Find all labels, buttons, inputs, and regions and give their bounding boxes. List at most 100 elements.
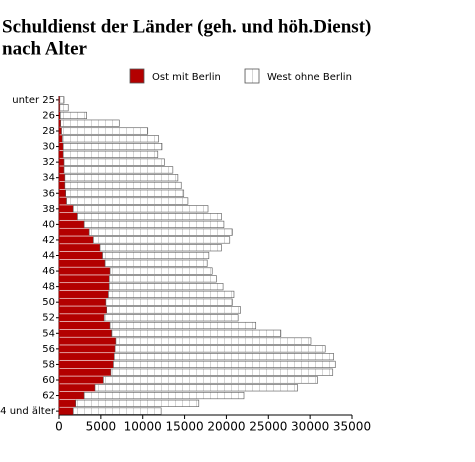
y-tick-label: 26: [42, 110, 55, 121]
bar-segment: [58, 376, 104, 384]
bar-segment: [58, 135, 63, 143]
bar-segment: [94, 384, 298, 392]
bar-segment: [64, 174, 179, 182]
bar-segment: [58, 407, 74, 415]
bar-segment: [58, 391, 85, 400]
x-tick-label: 15000: [165, 420, 203, 434]
y-tick-label: 28: [42, 126, 55, 137]
bar-segment: [58, 290, 109, 298]
bar-segment: [61, 127, 149, 135]
bar-segment: [58, 244, 101, 252]
y-tick-label: 58: [42, 359, 55, 370]
bar-segment: [111, 329, 282, 337]
x-tick-label: 5000: [86, 420, 117, 434]
bar-segment: [58, 321, 111, 330]
bar-segment: [58, 306, 108, 314]
legend-label: Ost mit Berlin: [152, 72, 221, 83]
bar-segment: [58, 298, 107, 306]
bar-segment: [88, 228, 233, 236]
bar-segment: [58, 384, 96, 392]
bar-segment: [58, 360, 114, 368]
x-tick-label: 20000: [207, 420, 245, 434]
bar-segment: [58, 353, 115, 361]
y-tick-label: 34: [42, 173, 55, 184]
bar-segment: [77, 213, 222, 221]
y-tick-label: 54: [42, 328, 55, 339]
y-tick-label: 46: [42, 266, 55, 277]
bar-segment: [58, 251, 103, 260]
bar-segment: [58, 345, 116, 353]
bar-segment: [103, 376, 318, 384]
legend-swatch: [129, 68, 145, 84]
bar-segment: [58, 314, 105, 322]
bar-segment: [113, 360, 336, 368]
bar-segment: [105, 298, 233, 306]
y-tick-label: 40: [42, 219, 55, 230]
bar-segment: [58, 399, 77, 407]
y-tick-label: 62: [42, 391, 55, 402]
bar-segment: [58, 337, 117, 345]
bar-segment: [109, 321, 257, 330]
bar-segment: [63, 166, 174, 174]
bar-segment: [109, 267, 213, 275]
x-tick-label: 0: [55, 420, 63, 434]
y-tick-label: 48: [42, 282, 55, 293]
bar-segment: [58, 228, 90, 236]
chart-title: Schuldienst der Länder (geh. und höh.Die…: [2, 16, 371, 37]
bar-segment: [62, 135, 159, 143]
legend-label: West ohne Berlin: [267, 72, 352, 83]
y-tick-label: 50: [42, 297, 55, 308]
bar-segment: [115, 337, 312, 345]
bar-segment: [62, 143, 163, 151]
bar-segment: [58, 267, 111, 275]
bar-segment: [114, 345, 326, 353]
bar-segment: [59, 96, 65, 104]
bar-segment: [58, 236, 94, 244]
x-tick-label: 30000: [291, 420, 329, 434]
bar-segment: [58, 181, 66, 190]
bar-segment: [58, 205, 74, 213]
bar-segment: [72, 205, 209, 213]
bar-segment: [106, 306, 241, 314]
y-tick-label: 30: [42, 142, 55, 153]
bar-segment: [64, 181, 182, 190]
y-tick-label: 38: [42, 204, 55, 215]
bar-segment: [58, 283, 110, 291]
bar-segment: [108, 275, 217, 283]
y-tick-label: 60: [42, 375, 55, 386]
bar-segment: [103, 314, 239, 322]
x-tick-label: 10000: [124, 420, 162, 434]
bar-segment: [58, 166, 65, 174]
bar-segment: [58, 189, 66, 197]
bar-segment: [58, 220, 85, 228]
bar-segment: [58, 150, 64, 158]
bar-segment: [58, 368, 112, 376]
y-tick-label: 64 und älter: [0, 406, 56, 417]
bar-segment: [58, 174, 66, 182]
bar-segment: [58, 329, 113, 337]
bar-segment: [58, 197, 67, 205]
bar-segment: [102, 251, 210, 260]
bar-segment: [65, 189, 185, 197]
bar-segment: [58, 213, 78, 221]
bar-segment: [58, 143, 64, 151]
legend-swatch: [244, 68, 260, 84]
bar-segment: [99, 244, 222, 252]
chart-title: nach Alter: [2, 38, 88, 59]
bar-segment: [72, 407, 162, 415]
y-tick-label: 52: [42, 313, 55, 324]
bar-segment: [59, 104, 69, 112]
bar-segment: [110, 368, 334, 376]
bar-segment: [63, 158, 165, 166]
bar-segment: [62, 150, 159, 158]
bar-segment: [58, 275, 110, 283]
y-tick-label: 42: [42, 235, 55, 246]
bar-segment: [93, 236, 231, 244]
bar-segment: [75, 399, 200, 407]
bar-segment: [83, 220, 225, 228]
bar-segment: [58, 158, 65, 166]
bar-segment: [108, 283, 224, 291]
bar-segment: [104, 259, 208, 267]
bar-segment: [60, 119, 120, 127]
